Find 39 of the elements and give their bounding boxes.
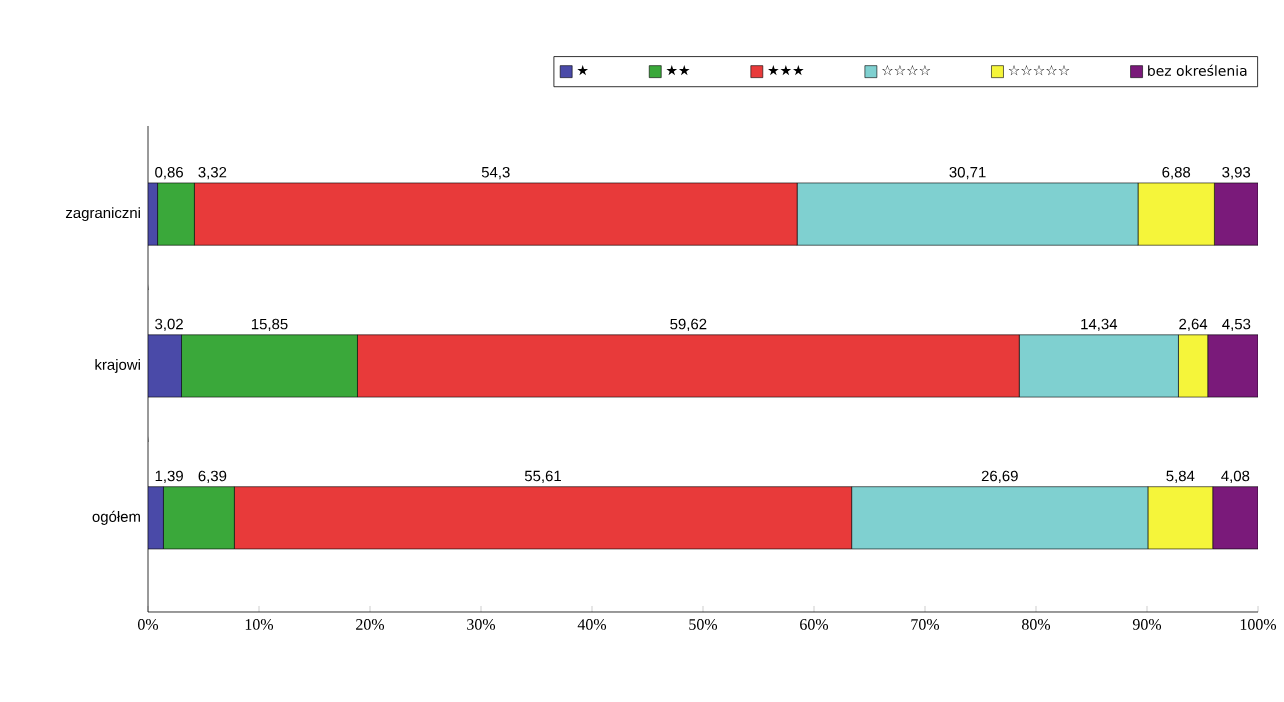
x-tick-label: 40%: [577, 619, 607, 630]
y-tick-label: zagraniczni: [65, 207, 140, 222]
data-label: 4,53: [1222, 318, 1251, 332]
data-label: 14,34: [1081, 318, 1118, 332]
x-tick-label: 0%: [137, 619, 159, 630]
data-label: 30,71: [949, 166, 986, 180]
data-label: 0,86: [155, 166, 183, 180]
data-label: 6,88: [1162, 166, 1191, 180]
x-tick-label: 30%: [467, 619, 496, 630]
data-label: 3,02: [155, 318, 183, 332]
data-label: 2,64: [1179, 318, 1208, 332]
x-tick-label: 10%: [245, 619, 274, 630]
legend-label: ☆☆☆☆: [882, 65, 931, 76]
y-tick-label: krajowi: [95, 359, 140, 373]
y-tick-label: ogółem: [92, 510, 140, 525]
data-label: 5,84: [1166, 470, 1195, 483]
data-label: 3,93: [1222, 166, 1251, 180]
data-label: 55,61: [524, 470, 561, 483]
data-label: 6,39: [198, 470, 227, 483]
legend-label: ☆☆☆☆☆: [1008, 65, 1070, 76]
x-tick-label: 60%: [800, 619, 829, 630]
x-tick-label: 70%: [911, 619, 940, 630]
legend-label: ★★★: [768, 65, 804, 76]
data-label: 26,69: [981, 470, 1018, 483]
x-tick-label: 20%: [356, 619, 385, 630]
data-label: 54,3: [481, 166, 510, 180]
data-label: 1,39: [155, 470, 183, 483]
x-tick-label: 90%: [1132, 619, 1162, 630]
data-label: 4,08: [1221, 470, 1250, 483]
x-tick-label: 100%: [1240, 619, 1277, 630]
legend-label: ★★: [666, 65, 690, 76]
bar: [148, 334, 182, 398]
data-label: 15,85: [251, 318, 288, 332]
data-label: 3,32: [198, 166, 227, 180]
legend-label: bez określenia: [1148, 64, 1247, 76]
legend-label: ★: [577, 65, 589, 76]
x-tick-label: 80%: [1021, 619, 1051, 630]
data-label: 59,62: [670, 318, 707, 332]
x-tick-label: 50%: [689, 619, 718, 630]
